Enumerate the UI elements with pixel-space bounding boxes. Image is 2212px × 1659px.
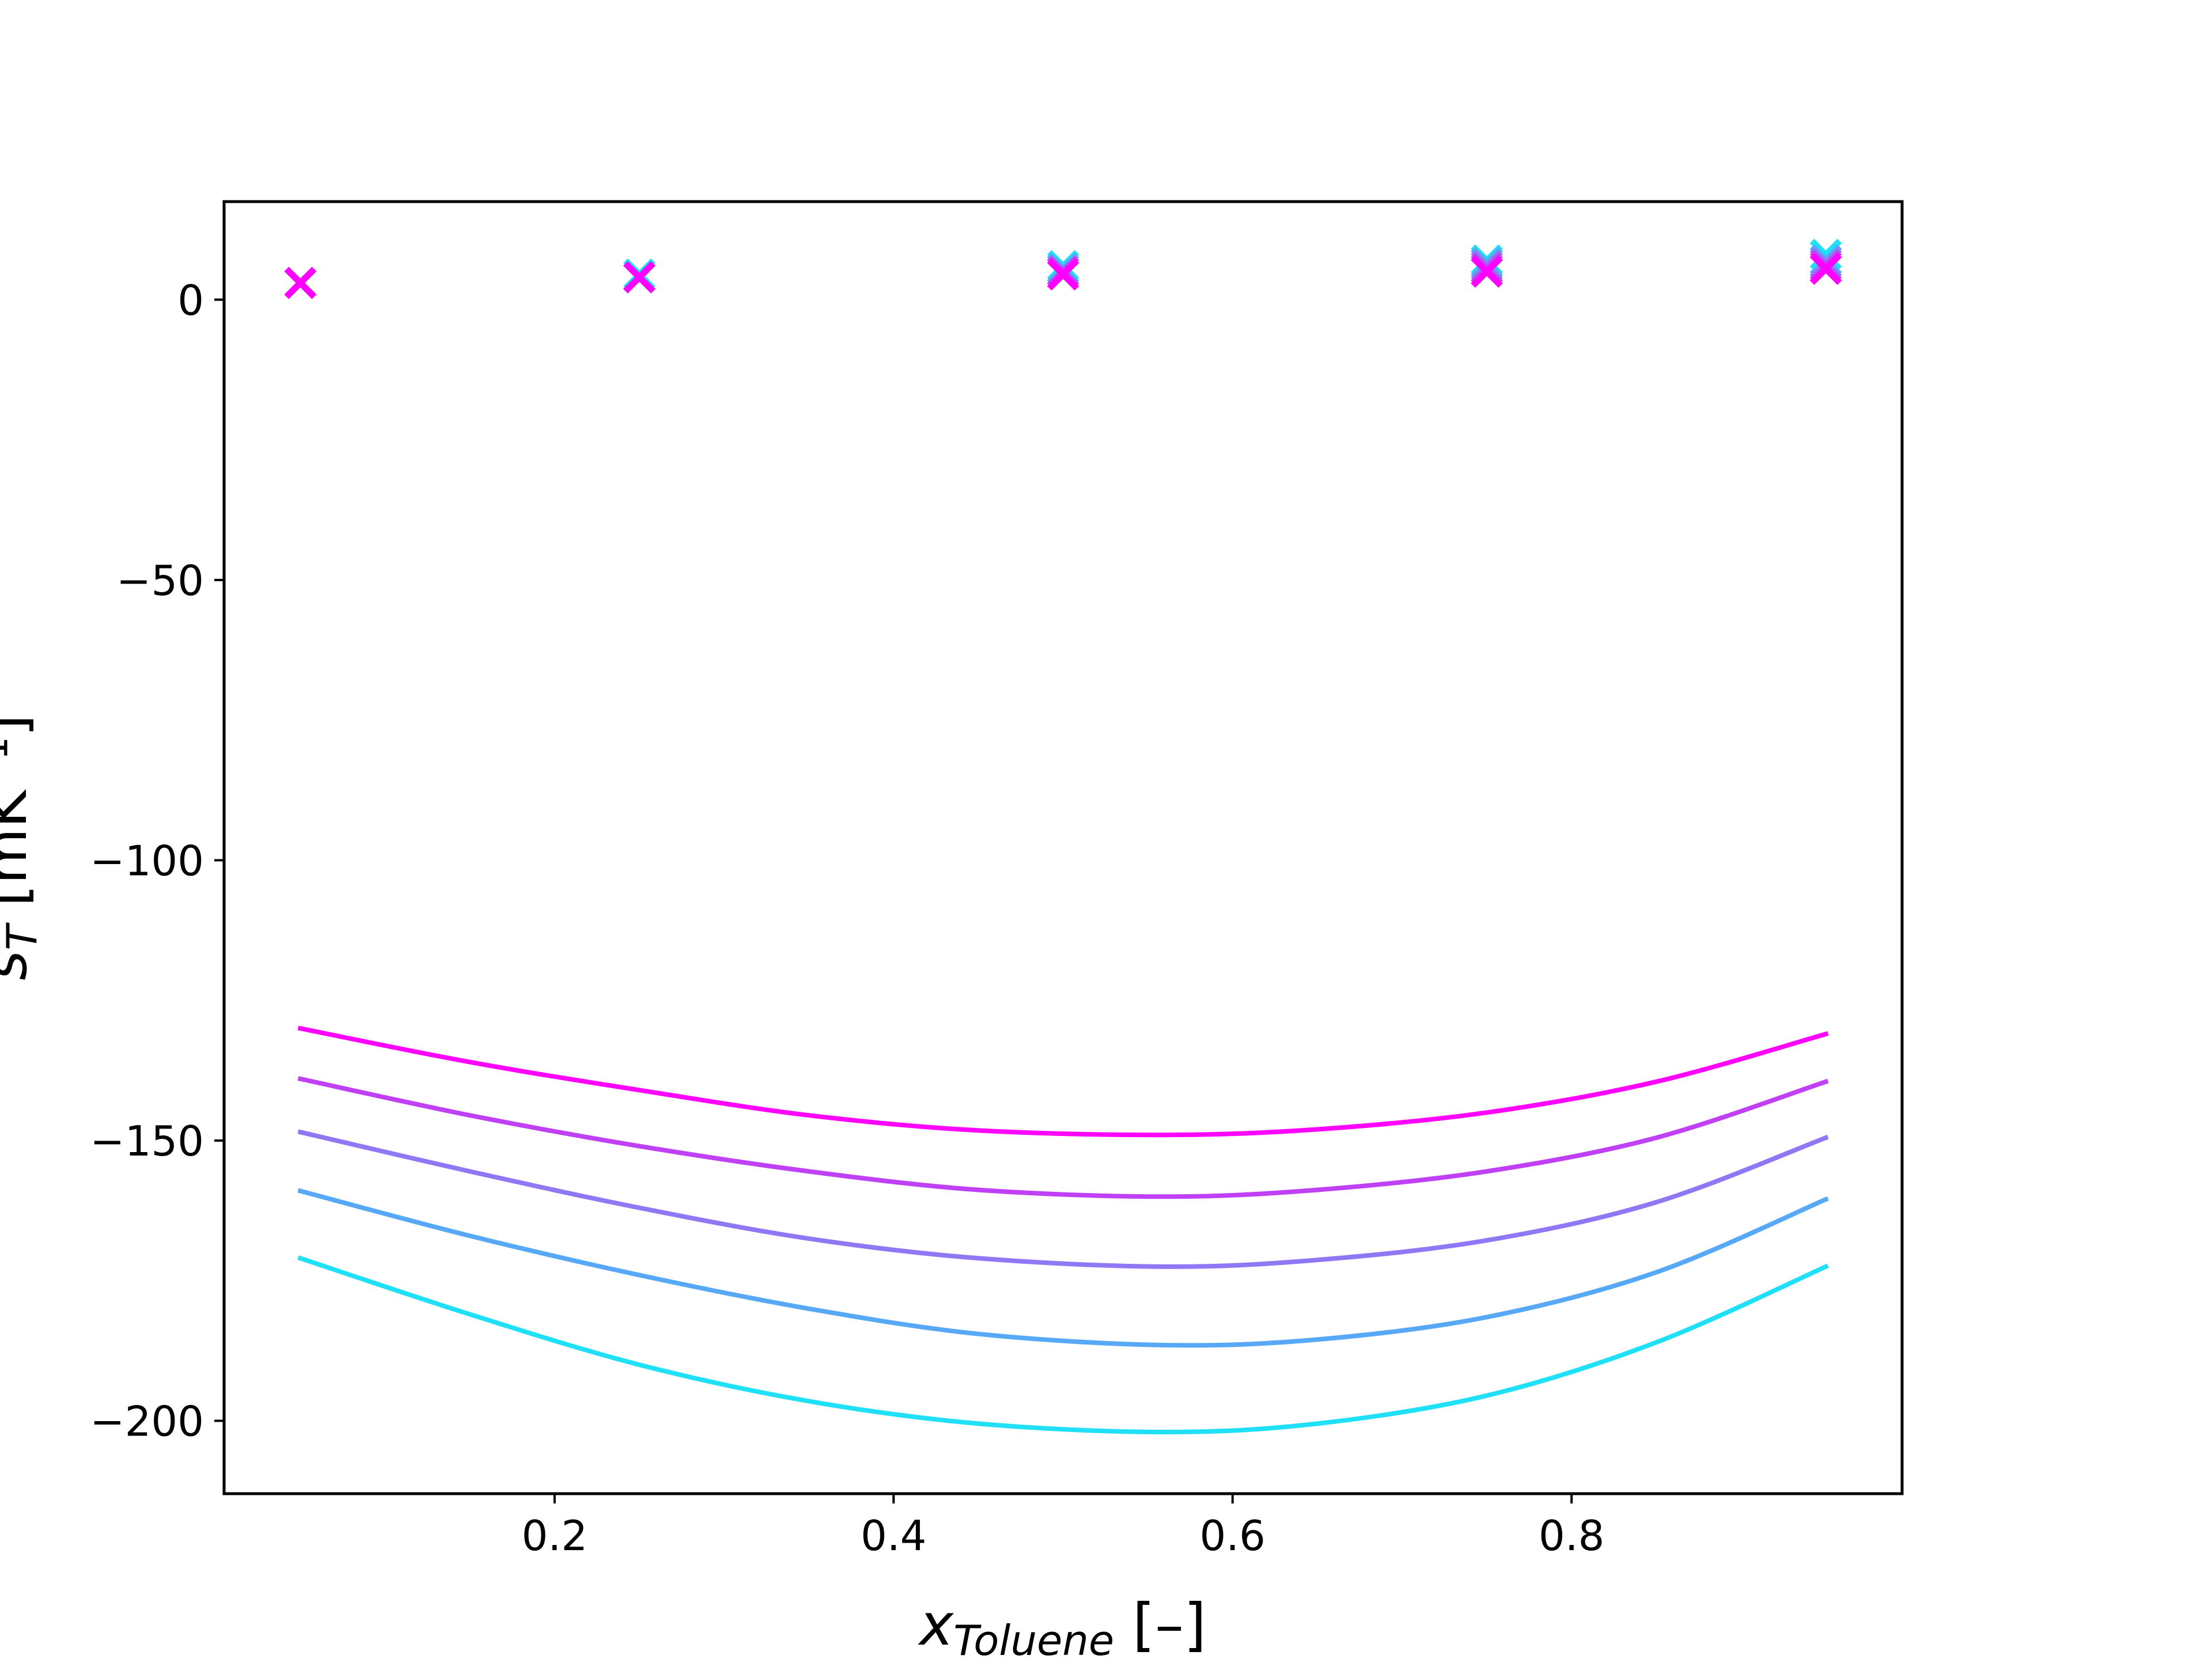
x-axis: 0.2 0.4 0.6 0.8	[522, 1494, 1605, 1560]
y-axis-label: sT [mK⁻¹]	[0, 714, 46, 980]
data-point	[1809, 252, 1842, 285]
data-point-stroke	[1809, 252, 1842, 285]
data-point	[623, 261, 656, 294]
series-line-4	[297, 1188, 1829, 1348]
y-tick-label: −200	[90, 1397, 204, 1445]
series-line-2	[297, 1076, 1829, 1199]
y-axis-label-symbol: s	[0, 950, 40, 980]
series-markers	[284, 238, 1842, 299]
data-point-stroke	[284, 267, 317, 299]
y-tick-label: −150	[90, 1117, 204, 1165]
x-axis-label: xToluene [–]	[918, 1591, 1206, 1659]
y-axis-label-subscript: T	[0, 922, 46, 950]
plot-frame	[222, 200, 1904, 1495]
x-axis-label-subscript: Toluene	[953, 1616, 1114, 1659]
y-axis-label-unit: [mK⁻¹]	[0, 714, 40, 925]
series-line-5	[297, 1255, 1829, 1435]
series-line-3	[297, 1129, 1829, 1269]
y-tick-label: −100	[90, 836, 204, 885]
data-point	[1471, 255, 1503, 288]
data-point-stroke	[1471, 255, 1503, 288]
y-tick-label: −50	[116, 556, 204, 605]
x-tick-label: 0.6	[1199, 1512, 1266, 1560]
x-tick-label: 0.4	[861, 1512, 927, 1560]
data-point-stroke	[623, 261, 656, 294]
series-lines	[297, 1025, 1829, 1435]
y-axis: 0 −50 −100 −150 −200	[90, 276, 224, 1445]
plot-area	[284, 238, 1842, 1435]
series-line-1	[297, 1025, 1829, 1138]
y-tick-label: 0	[177, 276, 204, 324]
data-point	[1047, 258, 1080, 291]
x-tick-label: 0.8	[1539, 1512, 1605, 1560]
data-point	[284, 267, 317, 299]
data-point-stroke	[1047, 258, 1080, 291]
series-markers-1	[284, 252, 1842, 299]
x-axis-label-unit: [–]	[1114, 1591, 1206, 1658]
x-axis-label-symbol: x	[918, 1591, 955, 1658]
x-tick-label: 0.2	[522, 1512, 588, 1560]
